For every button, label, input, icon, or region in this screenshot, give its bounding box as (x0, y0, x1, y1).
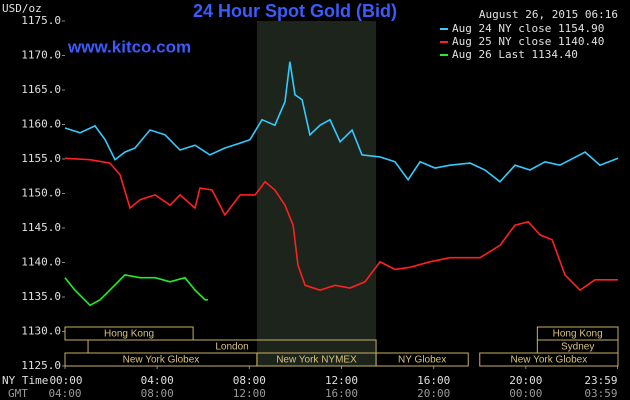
session-label: New York Globex (511, 355, 588, 366)
y-tick-label: 1170.0 (21, 49, 61, 62)
y-tick-label: 1135.0 (21, 290, 61, 303)
x2-tick-label: 08:00 (141, 387, 174, 400)
price-line (64, 274, 208, 307)
source: www.kitco.com (67, 37, 191, 56)
x2-tick-label: 04:00 (48, 387, 81, 400)
session-label: London (215, 342, 248, 353)
legend-label: Aug 26 Last 1134.40 (452, 48, 578, 61)
y-tick-label: 1175.0 (21, 14, 61, 27)
session-label: Sydney (561, 342, 594, 353)
chart-title: 24 Hour Spot Gold (Bid) (193, 1, 397, 21)
session-label: Hong Kong (104, 329, 154, 340)
shaded-range (256, 21, 377, 366)
x-tick-label: 23:59 (584, 374, 617, 387)
price-line (64, 157, 618, 292)
x-axis-label: NY Time (2, 374, 48, 387)
y-tick-label: 1145.0 (21, 221, 61, 234)
x2-tick-label: 16:00 (325, 387, 358, 400)
session-label: NY Globex (398, 355, 446, 366)
y-tick-label: 1130.0 (21, 325, 61, 338)
x-tick-label: 04:00 (141, 374, 174, 387)
y-tick-label: 1160.0 (21, 118, 61, 131)
legend-label: Aug 24 NY close 1154.90 (452, 22, 604, 35)
x-tick-label: 20:00 (509, 374, 542, 387)
session-label: Hong Kong (553, 329, 603, 340)
y-tick-label: 1125.0 (21, 359, 61, 372)
x2-tick-label: 03:59 (584, 387, 617, 400)
y-tick-label: 1155.0 (21, 152, 61, 165)
session-label: New York NYMEX (276, 355, 357, 366)
session-label: New York Globex (123, 355, 200, 366)
timestamp: August 26, 2015 06:16 (479, 8, 618, 21)
x2-tick-label: 20:00 (417, 387, 450, 400)
y-tick-label: 1165.0 (21, 83, 61, 96)
session-box (375, 352, 469, 367)
x-tick-label: 16:00 (417, 374, 450, 387)
y-tick-label: 1140.0 (21, 256, 61, 269)
unit-label: USD/oz (2, 2, 42, 15)
x2-tick-label: 12:00 (233, 387, 266, 400)
x2-tick-label: 00:00 (509, 387, 542, 400)
legend-label: Aug 25 NY close 1140.40 (452, 35, 604, 48)
session-box (479, 352, 619, 367)
x-tick-label: 00:00 (49, 374, 82, 387)
x-tick-label: 08:00 (233, 374, 266, 387)
session-box (536, 326, 619, 341)
y-tick-label: 1150.0 (21, 187, 61, 200)
x2-axis-label: GMT (8, 387, 28, 400)
x-tick-label: 12:00 (325, 374, 358, 387)
price-line (64, 61, 619, 183)
